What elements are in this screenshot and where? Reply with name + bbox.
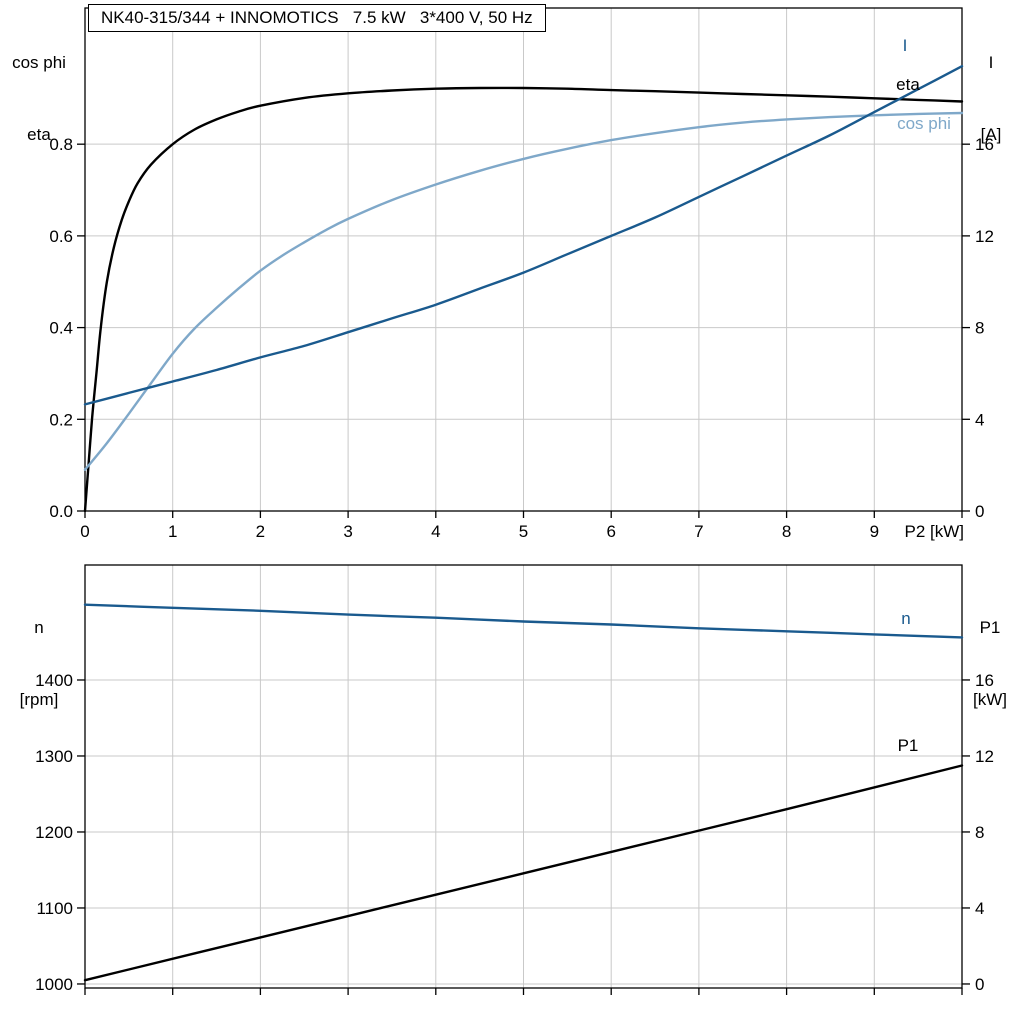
x-axis-tick-label: 8 xyxy=(782,522,791,541)
x-axis-tick-label: 2 xyxy=(256,522,265,541)
x-axis-label: P2 [kW] xyxy=(904,522,964,541)
x-axis-tick-label: 6 xyxy=(606,522,615,541)
series-label-eta: eta xyxy=(896,75,920,94)
left-axis-tick-label: 1000 xyxy=(35,975,73,994)
left-axis-tick-label: 0.8 xyxy=(49,135,73,154)
series-curve-n xyxy=(83,603,964,639)
series-label-P1: P1 xyxy=(898,736,919,755)
left-axis-tick-label: 1100 xyxy=(36,899,73,918)
series-curve-P1 xyxy=(83,764,964,982)
speed-axis-title-line1: n xyxy=(34,618,44,637)
left-axis-tick-label: 1300 xyxy=(35,747,73,766)
left-axis-tick-label: 0.0 xyxy=(49,502,73,521)
right-axis-tick-label: 0 xyxy=(975,502,984,521)
x-axis-tick-label: 1 xyxy=(168,522,177,541)
right-axis-title-line1: I xyxy=(988,53,994,72)
right-axis-tick-label: 8 xyxy=(975,823,984,842)
right-axis-tick-label: 16 xyxy=(975,671,994,690)
top-left-axis-title: cos phi eta xyxy=(6,3,72,195)
bottom-right-axis-title: P1 [kW] xyxy=(962,568,1018,760)
right-axis-tick-label: 0 xyxy=(975,975,984,994)
right-axis-tick-label: 16 xyxy=(975,135,994,154)
right-axis-title-line2: [A] xyxy=(980,125,1002,144)
left-axis-tick-label: 1200 xyxy=(35,823,73,842)
series-label-n: n xyxy=(901,609,910,628)
power-axis-title-line1: P1 xyxy=(979,618,1001,637)
right-axis-tick-label: 12 xyxy=(975,227,994,246)
left-axis-title-line1: cos phi xyxy=(12,53,66,72)
left-axis-tick-label: 0.6 xyxy=(49,227,73,246)
series-label-cos-phi: cos phi xyxy=(897,114,951,133)
series-curve-I xyxy=(83,65,964,406)
x-axis-tick-label: 4 xyxy=(431,522,440,541)
left-axis-tick-label: 0.4 xyxy=(49,319,73,338)
right-axis-tick-label: 4 xyxy=(975,410,984,429)
chart-title: NK40-315/344 + INNOMOTICS 7.5 kW 3*400 V… xyxy=(88,4,546,32)
right-axis-tick-label: 8 xyxy=(975,319,984,338)
power-axis-title-line2: [kW] xyxy=(973,690,1007,709)
x-axis-tick-label: 0 xyxy=(80,522,89,541)
series-curve-cos-phi xyxy=(83,111,964,471)
right-axis-tick-label: 4 xyxy=(975,899,984,918)
series-curve-eta xyxy=(83,86,964,513)
right-axis-tick-label: 12 xyxy=(975,747,994,766)
x-axis-tick-label: 9 xyxy=(870,522,879,541)
left-axis-title-line2: eta xyxy=(27,125,51,144)
x-axis-tick-label: 7 xyxy=(694,522,703,541)
x-axis-tick-label: 5 xyxy=(519,522,528,541)
left-axis-tick-label: 0.2 xyxy=(49,410,73,429)
x-axis-tick-label: 3 xyxy=(343,522,352,541)
top-right-axis-title: I [A] xyxy=(966,3,1016,195)
bottom-left-axis-title: n [rpm] xyxy=(6,568,72,760)
series-label-I: I xyxy=(903,36,908,55)
speed-axis-title-line2: [rpm] xyxy=(19,690,59,709)
left-axis-tick-label: 1400 xyxy=(35,671,73,690)
